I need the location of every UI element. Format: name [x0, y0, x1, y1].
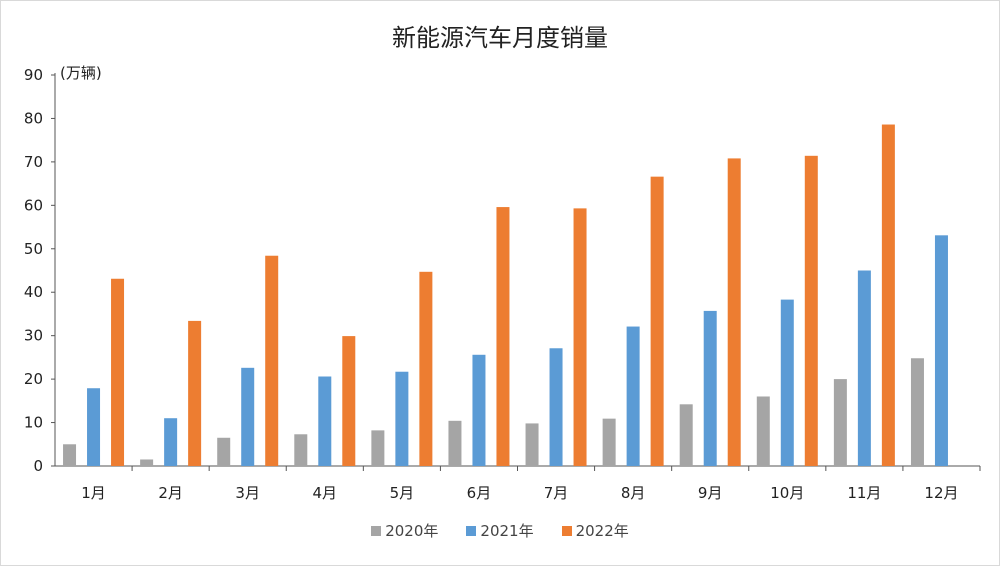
legend-item: 2021年: [466, 520, 534, 541]
y-tick-label: 90: [24, 66, 43, 84]
bar-2022年-3月: [265, 255, 279, 466]
legend-item: 2022年: [561, 520, 629, 541]
bar-2021年-4月: [318, 376, 332, 466]
y-tick-label: 80: [24, 109, 43, 127]
x-tick-label: 1月: [81, 484, 106, 502]
y-tick-label: 30: [24, 327, 43, 345]
bar-2022年-4月: [342, 336, 356, 466]
legend-label: 2022年: [575, 522, 629, 540]
y-tick-label: 20: [24, 370, 43, 388]
bar-2022年-6月: [496, 207, 510, 466]
bar-2021年-10月: [780, 299, 794, 466]
bar-2022年-10月: [804, 155, 818, 466]
bar-2021年-9月: [703, 310, 717, 466]
bar-2022年-11月: [881, 124, 895, 466]
bar-2022年-8月: [650, 176, 664, 466]
x-tick-label: 2月: [158, 484, 183, 502]
x-tick-label: 12月: [924, 484, 958, 502]
legend-label: 2021年: [480, 522, 534, 540]
y-tick-label: 0: [33, 457, 43, 475]
legend-swatch: [561, 525, 572, 536]
bar-2020年-11月: [833, 379, 847, 466]
y-tick-label: 10: [24, 414, 43, 432]
bar-2020年-2月: [140, 459, 154, 466]
x-tick-label: 8月: [621, 484, 646, 502]
y-tick-label: 70: [24, 153, 43, 171]
x-tick-label: 7月: [544, 484, 569, 502]
x-tick-label: 9月: [698, 484, 723, 502]
bar-2022年-2月: [188, 320, 202, 466]
y-tick-label: 40: [24, 283, 43, 301]
legend-label: 2020年: [385, 522, 439, 540]
bar-2021年-8月: [626, 326, 640, 466]
bar-2022年-1月: [111, 278, 125, 466]
bar-2020年-3月: [217, 437, 231, 466]
x-tick-label: 11月: [847, 484, 881, 502]
bar-2021年-3月: [241, 367, 255, 466]
x-tick-label: 5月: [390, 484, 415, 502]
bar-2021年-5月: [395, 371, 409, 466]
bar-2021年-11月: [857, 270, 871, 466]
bar-2020年-1月: [63, 444, 77, 466]
bar-2021年-7月: [549, 348, 563, 466]
bar-2020年-9月: [679, 404, 693, 466]
bar-2020年-8月: [602, 418, 616, 466]
bar-2021年-12月: [934, 235, 948, 466]
unit-label: (万辆): [60, 64, 102, 82]
y-tick-label: 50: [24, 240, 43, 258]
bar-2021年-2月: [164, 418, 178, 466]
legend-swatch: [466, 525, 477, 536]
bar-2022年-7月: [573, 208, 587, 466]
x-tick-label: 10月: [770, 484, 804, 502]
bar-2020年-5月: [371, 430, 385, 466]
bar-2021年-1月: [87, 388, 101, 466]
bar-2020年-12月: [910, 358, 924, 466]
x-tick-label: 3月: [235, 484, 260, 502]
chart-title: 新能源汽车月度销量: [392, 24, 608, 52]
bar-2021年-6月: [472, 354, 486, 466]
bar-2022年-5月: [419, 271, 433, 466]
y-tick-label: 60: [24, 196, 43, 214]
bar-2020年-7月: [525, 423, 539, 466]
legend-swatch: [371, 525, 382, 536]
bar-2020年-4月: [294, 434, 308, 466]
x-tick-label: 4月: [313, 484, 338, 502]
bar-2020年-6月: [448, 420, 462, 466]
legend-item: 2020年: [371, 520, 438, 541]
bar-2020年-10月: [756, 396, 770, 466]
x-tick-label: 6月: [467, 484, 492, 502]
bar-2022年-9月: [727, 158, 741, 466]
legend: 2020年 2021年 2022年: [0, 520, 1000, 541]
